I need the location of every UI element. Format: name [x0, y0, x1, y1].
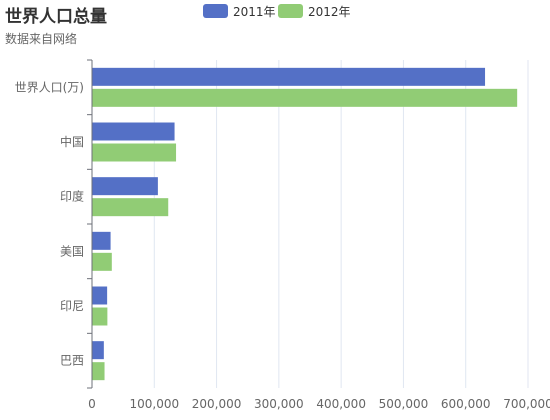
bar-2012年-美国[interactable] [92, 252, 112, 271]
bar-2011年-美国[interactable] [92, 231, 111, 250]
y-tick-label: 美国 [60, 244, 84, 258]
legend-item-2011[interactable]: 2011年 [203, 4, 276, 19]
bar-2011年-印度[interactable] [92, 177, 158, 196]
bar-2011年-巴西[interactable] [92, 341, 104, 360]
y-tick-label: 中国 [60, 134, 84, 149]
axes: 0 100,000 200,000 300,000 400,000 500,000 600,… [15, 59, 550, 411]
bar-2011年-中国[interactable] [92, 122, 175, 141]
bar-2012年-印度[interactable] [92, 198, 169, 217]
legend: 2011年 2012年 [203, 4, 351, 19]
y-tick-label: 世界人口(万) [15, 80, 84, 94]
chart-subtitle: 数据来自网络 [5, 31, 77, 46]
x-tick-label: 200,000 [192, 397, 242, 411]
x-tick-label: 100,000 [129, 397, 179, 411]
legend-swatch-2011 [203, 4, 228, 18]
y-tick-label: 巴西 [60, 354, 84, 368]
y-tick-label: 印尼 [60, 299, 84, 313]
bar-2012年-世界人口(万)[interactable] [92, 88, 518, 107]
x-tick-label: 500,000 [379, 397, 429, 411]
legend-swatch-2012 [278, 4, 303, 18]
bar-2012年-印尼[interactable] [92, 307, 108, 326]
bar-2011年-世界人口(万)[interactable] [92, 67, 486, 86]
x-tick-label: 600,000 [441, 397, 491, 411]
legend-label-2011: 2011年 [233, 5, 276, 19]
x-tick-label: 300,000 [254, 397, 304, 411]
chart-title: 世界人口总量 [5, 6, 107, 27]
legend-label-2012: 2012年 [308, 5, 351, 19]
x-tick-label: 700,000 [503, 397, 550, 411]
bar-2012年-中国[interactable] [92, 143, 177, 162]
bar-2011年-印尼[interactable] [92, 286, 108, 305]
bars [92, 67, 518, 381]
x-tick-label: 0 [88, 397, 96, 411]
legend-item-2012[interactable]: 2012年 [278, 4, 351, 19]
grid-lines [153, 60, 529, 388]
x-tick-label: 400,000 [316, 397, 366, 411]
bar-2012年-巴西[interactable] [92, 362, 105, 381]
y-tick-label: 印度 [60, 189, 84, 204]
